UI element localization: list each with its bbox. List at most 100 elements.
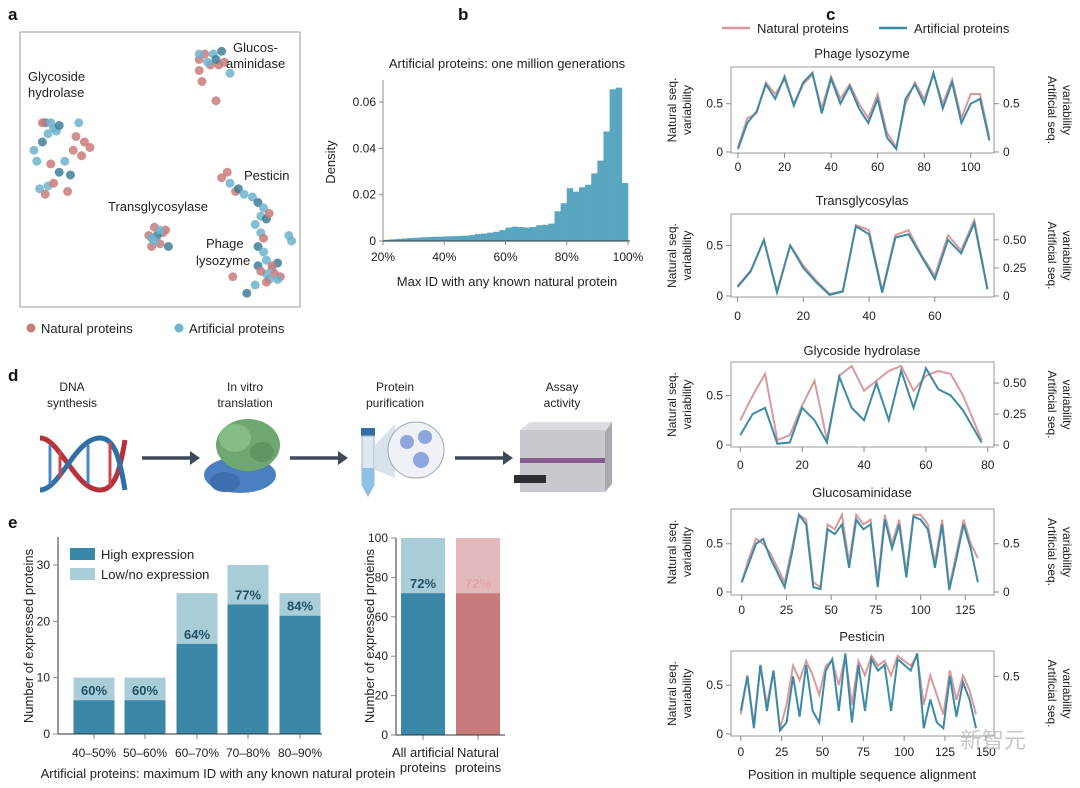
y-tick-label-left: 0.5 (706, 678, 723, 692)
tube-icon (361, 421, 445, 498)
x-tick-label: 25 (780, 603, 794, 617)
y-tick-label-left: 0 (716, 145, 723, 159)
natural-point (197, 77, 207, 86)
y-tick-label: 10 (37, 671, 51, 685)
histogram-bar (432, 236, 439, 241)
artificial-series-line (739, 365, 983, 446)
y-tick-label: 0 (369, 234, 376, 248)
x-tick-label: 40 (862, 309, 876, 323)
y-axis-label-left: variability (680, 85, 694, 135)
artificial-point (253, 198, 263, 207)
natural-point (256, 266, 266, 276)
percent-label: 84% (287, 599, 313, 614)
x-tick-label: 0 (735, 160, 742, 174)
y-axis-label-right: Artificial seq. (1045, 76, 1059, 144)
x-tick-label: 125 (935, 745, 955, 759)
artificial-point (74, 118, 84, 128)
plot-frame (730, 650, 995, 737)
y-tick-label-right: 0.50 (1003, 376, 1027, 390)
high-expression-bar (456, 593, 500, 735)
histogram-bar (572, 191, 580, 241)
histogram-bar (438, 236, 445, 241)
step-label: translation (217, 396, 272, 410)
histogram-bar (389, 239, 396, 241)
subplot-title: Transglycosylas (816, 193, 909, 208)
x-axis-label: Max ID with any known natural protein (397, 274, 617, 289)
high-expression-bar (176, 643, 218, 734)
artificial-point (242, 288, 252, 298)
x-tick-label: 80 (981, 458, 995, 472)
x-tick-label: 50 (816, 745, 830, 759)
y-tick-label: 30 (37, 558, 51, 572)
plot-frame (730, 213, 995, 298)
high-expression-bar (279, 615, 321, 734)
natural-point (37, 118, 47, 128)
y-tick-label: 100 (368, 531, 388, 545)
artificial-point (35, 184, 45, 194)
natural-point (264, 209, 274, 218)
cluster-label: lysozyme (196, 253, 250, 268)
histogram-bar (579, 187, 586, 241)
scatter-frame (19, 31, 301, 308)
histogram-bar (554, 211, 561, 241)
histogram-bar (530, 227, 537, 241)
histogram-bar (517, 227, 525, 241)
y-tick-label-left: 0.5 (706, 537, 723, 551)
plot-frame (730, 361, 995, 448)
histogram-bar (468, 235, 476, 241)
x-tick-label: 20 (778, 160, 792, 174)
x-tick-label: 60 (871, 160, 885, 174)
y-tick-label: 20 (375, 689, 389, 703)
artificial-point (60, 156, 70, 166)
low-expression-bar (227, 565, 269, 605)
legend-low-swatch (70, 568, 95, 580)
y-tick-label-right: 0.25 (1003, 261, 1027, 275)
natural-point (77, 151, 87, 161)
x-tick-label: proteins (455, 760, 502, 775)
artificial-point (203, 57, 213, 67)
x-tick-label: 100 (911, 603, 931, 617)
y-tick-label-right: 0 (1003, 585, 1010, 599)
artificial-point (247, 192, 257, 202)
histogram-bar (395, 238, 402, 241)
natural-point (259, 233, 269, 243)
subplot-title: Pesticin (839, 629, 885, 644)
high-expression-bar (227, 604, 269, 734)
x-tick-label: 0 (734, 309, 741, 323)
legend-artificial-label: Artificial proteins (914, 21, 1010, 36)
percent-label: 60% (132, 683, 158, 698)
artificial-point (46, 118, 56, 128)
variability-subplot: Glucosaminidase 0 0.5 0 0.5 0 25 50 75 100 125 Natu… (665, 485, 1074, 617)
workflow-step-dna-synthesis: DNA synthesis (39, 380, 128, 493)
ribosome-icon (204, 419, 280, 493)
natural-point (267, 261, 277, 271)
x-tick-label: 60 (928, 309, 942, 323)
y-axis-label-right: Artificial seq. (1045, 221, 1059, 289)
step-label: purification (366, 396, 424, 410)
x-tick-label: 25 (775, 745, 789, 759)
y-tick-label-left: 0.5 (706, 389, 723, 403)
artificial-series-line (740, 512, 979, 591)
histogram-bar (523, 227, 531, 241)
natural-point (194, 66, 204, 75)
percent-label: 64% (184, 627, 210, 642)
cluster-label: Transglycosylase (108, 199, 208, 214)
y-tick-label: 0.02 (353, 188, 377, 202)
artificial-point (65, 170, 75, 180)
y-axis-label-right: variability (1060, 230, 1074, 280)
percent-label: 72% (465, 576, 491, 591)
x-tick-label: 60–70% (175, 746, 219, 760)
x-tick-label: 60% (493, 250, 517, 264)
histogram-bar (481, 233, 488, 241)
step-label: activity (544, 396, 581, 410)
natural-point (217, 173, 227, 183)
y-tick-label-left: 0 (716, 438, 723, 452)
histogram-bar (585, 184, 592, 241)
y-axis-label-right: variability (1060, 379, 1074, 429)
histogram-bar (401, 238, 408, 241)
natural-point (68, 145, 78, 155)
natural-point (228, 272, 238, 282)
natural-point (261, 277, 271, 287)
x-tick-label: 0 (738, 603, 745, 617)
